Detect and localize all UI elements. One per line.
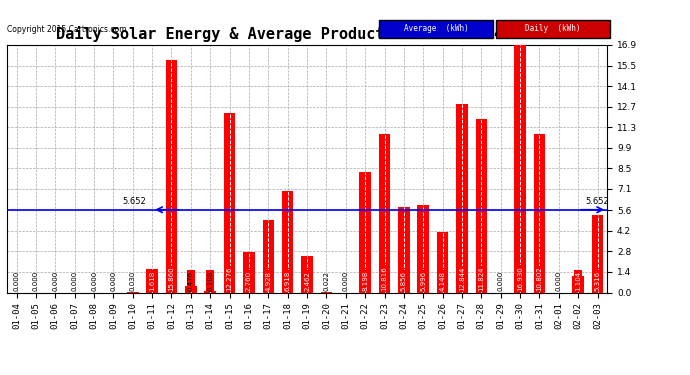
Text: 5.996: 5.996 xyxy=(420,271,426,291)
Text: 5.316: 5.316 xyxy=(595,271,600,291)
Bar xyxy=(437,232,448,292)
Bar xyxy=(146,269,158,292)
Bar xyxy=(398,207,410,292)
Text: 8.198: 8.198 xyxy=(362,271,368,291)
Text: 4.928: 4.928 xyxy=(266,272,271,291)
Text: 0.000: 0.000 xyxy=(14,271,19,291)
Bar xyxy=(475,119,487,292)
Bar xyxy=(282,191,293,292)
Text: 0.476: 0.476 xyxy=(188,271,194,291)
Text: 0.000: 0.000 xyxy=(110,271,117,291)
Text: 16.930: 16.930 xyxy=(517,267,523,291)
Bar xyxy=(185,285,197,292)
Bar xyxy=(243,252,255,292)
Bar xyxy=(456,104,468,292)
Text: 0.000: 0.000 xyxy=(52,271,59,291)
Text: 5.652: 5.652 xyxy=(586,197,609,206)
Bar xyxy=(572,276,584,292)
Bar xyxy=(592,214,603,292)
Text: 0.000: 0.000 xyxy=(555,271,562,291)
Text: 4.148: 4.148 xyxy=(440,272,446,291)
Text: 11.824: 11.824 xyxy=(478,267,484,291)
Bar xyxy=(204,291,216,292)
Text: 12.844: 12.844 xyxy=(459,267,465,291)
Text: 5.856: 5.856 xyxy=(401,272,407,291)
Text: 1.618: 1.618 xyxy=(149,271,155,291)
FancyBboxPatch shape xyxy=(379,20,493,38)
Text: 0.000: 0.000 xyxy=(497,271,504,291)
Text: 0.000: 0.000 xyxy=(72,271,78,291)
Text: 12.276: 12.276 xyxy=(226,267,233,291)
Text: 1.104: 1.104 xyxy=(575,271,581,291)
Text: 0.108: 0.108 xyxy=(207,271,213,291)
FancyBboxPatch shape xyxy=(496,20,610,38)
Text: 0.000: 0.000 xyxy=(33,271,39,291)
Text: 10.816: 10.816 xyxy=(382,267,388,291)
Bar xyxy=(359,172,371,292)
Bar xyxy=(302,256,313,292)
Bar xyxy=(379,134,391,292)
Text: 2.462: 2.462 xyxy=(304,272,310,291)
Text: Average  (kWh): Average (kWh) xyxy=(404,24,469,33)
Title: Daily Solar Energy & Average Production Wed Feb 4 17:03: Daily Solar Energy & Average Production … xyxy=(56,27,558,42)
Bar xyxy=(417,205,429,292)
Text: 0.000: 0.000 xyxy=(91,271,97,291)
Bar xyxy=(262,220,274,292)
Text: Daily  (kWh): Daily (kWh) xyxy=(525,24,581,33)
Bar xyxy=(224,113,235,292)
Text: 0.030: 0.030 xyxy=(130,271,136,291)
Text: 0.000: 0.000 xyxy=(343,271,348,291)
Text: 6.918: 6.918 xyxy=(285,271,290,291)
Text: 15.860: 15.860 xyxy=(168,267,175,291)
Bar xyxy=(166,60,177,292)
Text: 5.652: 5.652 xyxy=(123,197,146,206)
Text: 2.760: 2.760 xyxy=(246,271,252,291)
Text: 0.022: 0.022 xyxy=(324,272,329,291)
Bar xyxy=(533,134,545,292)
Bar xyxy=(514,45,526,292)
Text: 10.802: 10.802 xyxy=(536,267,542,291)
Text: Copyright 2015 Cartronics.com: Copyright 2015 Cartronics.com xyxy=(7,25,126,34)
